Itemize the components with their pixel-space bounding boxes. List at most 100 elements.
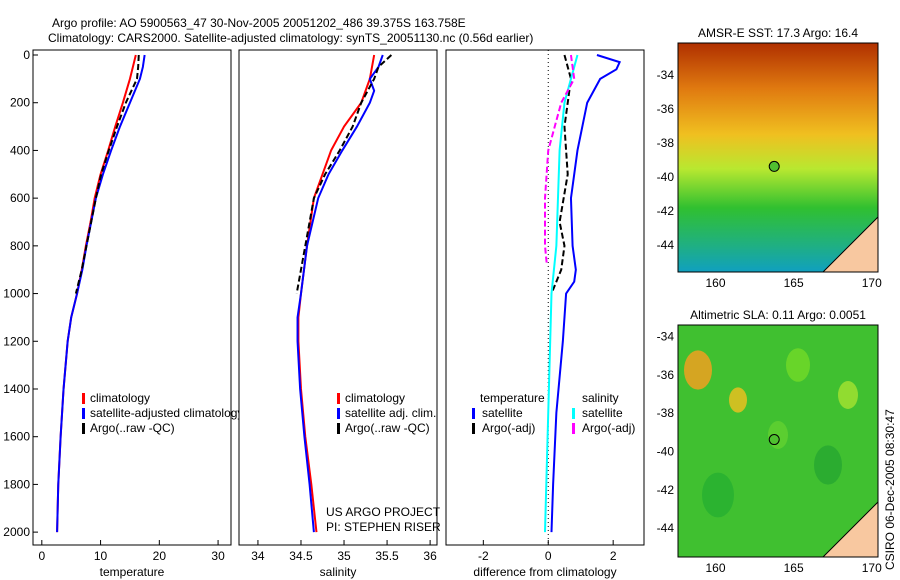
y-tick-label: 1400 <box>3 382 30 396</box>
map-x-tick-label: 170 <box>862 276 882 290</box>
legend-label: Argo(-adj) <box>482 421 535 435</box>
legend-swatch <box>82 408 85 419</box>
y-tick-label: 0 <box>23 48 30 62</box>
legend-swatch <box>337 408 340 419</box>
y-tick-label: 1000 <box>3 287 30 301</box>
sla-anomaly <box>702 472 734 518</box>
map-y-tick-label: -36 <box>657 102 675 116</box>
x-tick-label: 34.5 <box>289 549 313 563</box>
project-line-1: US ARGO PROJECT <box>326 505 441 519</box>
map-frame <box>677 324 879 558</box>
series-line-salinity-satellite <box>544 54 579 533</box>
sst-map: AMSR-E SST: 17.3 Argo: 16.4 160 165 170 -34 -… <box>657 26 882 290</box>
legend-swatch <box>82 423 85 434</box>
legend-swatch <box>572 408 575 419</box>
sla-anomaly <box>838 381 858 409</box>
series-line-argo-raw-qc- <box>295 54 393 294</box>
map-title: AMSR-E SST: 17.3 Argo: 16.4 <box>698 26 858 40</box>
y-tick-label: 800 <box>10 239 30 253</box>
plot-frame <box>238 49 438 546</box>
map-frame <box>677 42 879 273</box>
map-x-tick-label: 165 <box>784 561 804 575</box>
x-tick-label: 2 <box>610 549 617 563</box>
argo-location-marker <box>768 434 780 446</box>
x-tick-label: 35 <box>337 549 351 563</box>
map-x-tick-label: 170 <box>862 561 882 575</box>
map-y-tick-label: -44 <box>657 521 675 535</box>
map-y-tick-label: -34 <box>657 68 675 82</box>
y-tick-label: 2000 <box>3 525 30 539</box>
map-y-tick-label: -38 <box>657 406 675 420</box>
sla-anomaly <box>768 421 788 449</box>
legend-swatch <box>572 423 575 434</box>
legend-header: salinity <box>582 391 619 405</box>
map-y-tick-label: -38 <box>657 136 675 150</box>
x-tick-label: 0 <box>545 549 552 563</box>
y-tick-label: 1800 <box>3 477 30 491</box>
map-title: Altimetric SLA: 0.11 Argo: 0.0051 <box>690 308 866 322</box>
y-tick-label: 600 <box>10 191 30 205</box>
map-y-tick-label: -42 <box>657 483 675 497</box>
map-y-tick-label: -44 <box>657 238 675 252</box>
map-x-tick-label: 165 <box>784 276 804 290</box>
x-tick-label: 36 <box>423 549 437 563</box>
map-x-tick-label: 160 <box>705 561 725 575</box>
y-tick-label: 400 <box>10 143 30 157</box>
map-y-tick-label: -34 <box>657 330 675 344</box>
x-axis-label: temperature <box>100 565 165 579</box>
legend-label: satellite-adjusted climatology <box>90 406 243 420</box>
y-tick-label: 1200 <box>3 334 30 348</box>
series-line-temperature-argo-adj- <box>550 54 572 294</box>
sla-anomaly <box>684 350 712 390</box>
legend-swatch <box>337 393 340 404</box>
map-y-tick-label: -40 <box>657 445 675 459</box>
profile-panel-1: 34 34.5 35 35.5 36 salinity climatologysatelli… <box>238 49 438 579</box>
legend-swatch <box>82 393 85 404</box>
legend-swatch <box>337 423 340 434</box>
plot-frame <box>32 49 232 546</box>
legend-swatch <box>472 408 475 419</box>
project-line-2: PI: STEPHEN RISER <box>326 520 441 534</box>
profile-panel-0: 0 10 20 30 temperature 0 200 400 600 800 1000 1200 1… <box>3 48 243 579</box>
sla-anomaly <box>786 348 810 382</box>
title-line-1: Argo profile: AO 5900563_47 30-Nov-2005 … <box>52 16 466 30</box>
profile-panel-2: -2 0 2 difference from climatology temperatu… <box>445 49 645 579</box>
x-tick-label: 20 <box>153 549 167 563</box>
map-y-tick-label: -40 <box>657 170 675 184</box>
sla-map: Altimetric SLA: 0.11 Argo: 0.0051 160 165 1… <box>657 308 882 575</box>
legend-label: climatology <box>90 391 150 405</box>
x-tick-label: 30 <box>211 549 225 563</box>
map-y-tick-label: -36 <box>657 368 675 382</box>
credit-text: CSIRO 06-Dec-2005 08:30:47 <box>883 409 897 570</box>
y-tick-label: 1600 <box>3 430 30 444</box>
legend-label: satellite adj. clim. <box>345 406 436 420</box>
y-tick-label: 200 <box>10 96 30 110</box>
legend-label: satellite <box>482 406 523 420</box>
series-line-temperature-satellite <box>550 54 622 533</box>
x-axis-label: salinity <box>320 565 357 579</box>
sst-field <box>678 43 878 272</box>
series-line-salinity-argo-adj- <box>544 54 576 263</box>
title-line-2: Climatology: CARS2000. Satellite-adjuste… <box>48 31 533 45</box>
x-tick-label: 34 <box>251 549 265 563</box>
series-line-satellite-adj-clim- <box>296 54 384 533</box>
x-tick-label: 35.5 <box>375 549 399 563</box>
map-x-tick-label: 160 <box>705 276 725 290</box>
x-tick-label: 10 <box>94 549 108 563</box>
sla-anomaly <box>729 387 747 413</box>
series-line-argo-raw-qc- <box>74 54 140 294</box>
legend-swatch <box>472 423 475 434</box>
plot-frame <box>445 49 645 546</box>
legend-label: Argo(-adj) <box>582 421 635 435</box>
legend-header: temperature <box>480 391 545 405</box>
sla-anomaly <box>814 445 842 485</box>
legend-label: climatology <box>345 391 405 405</box>
x-tick-label: -2 <box>478 549 489 563</box>
legend-label: Argo(..raw -QC) <box>90 421 175 435</box>
map-y-tick-label: -42 <box>657 204 675 218</box>
x-tick-label: 0 <box>38 549 45 563</box>
legend-label: satellite <box>582 406 623 420</box>
argo-location-marker <box>768 160 780 172</box>
series-line-satellite-adjusted-climatology <box>56 54 146 533</box>
